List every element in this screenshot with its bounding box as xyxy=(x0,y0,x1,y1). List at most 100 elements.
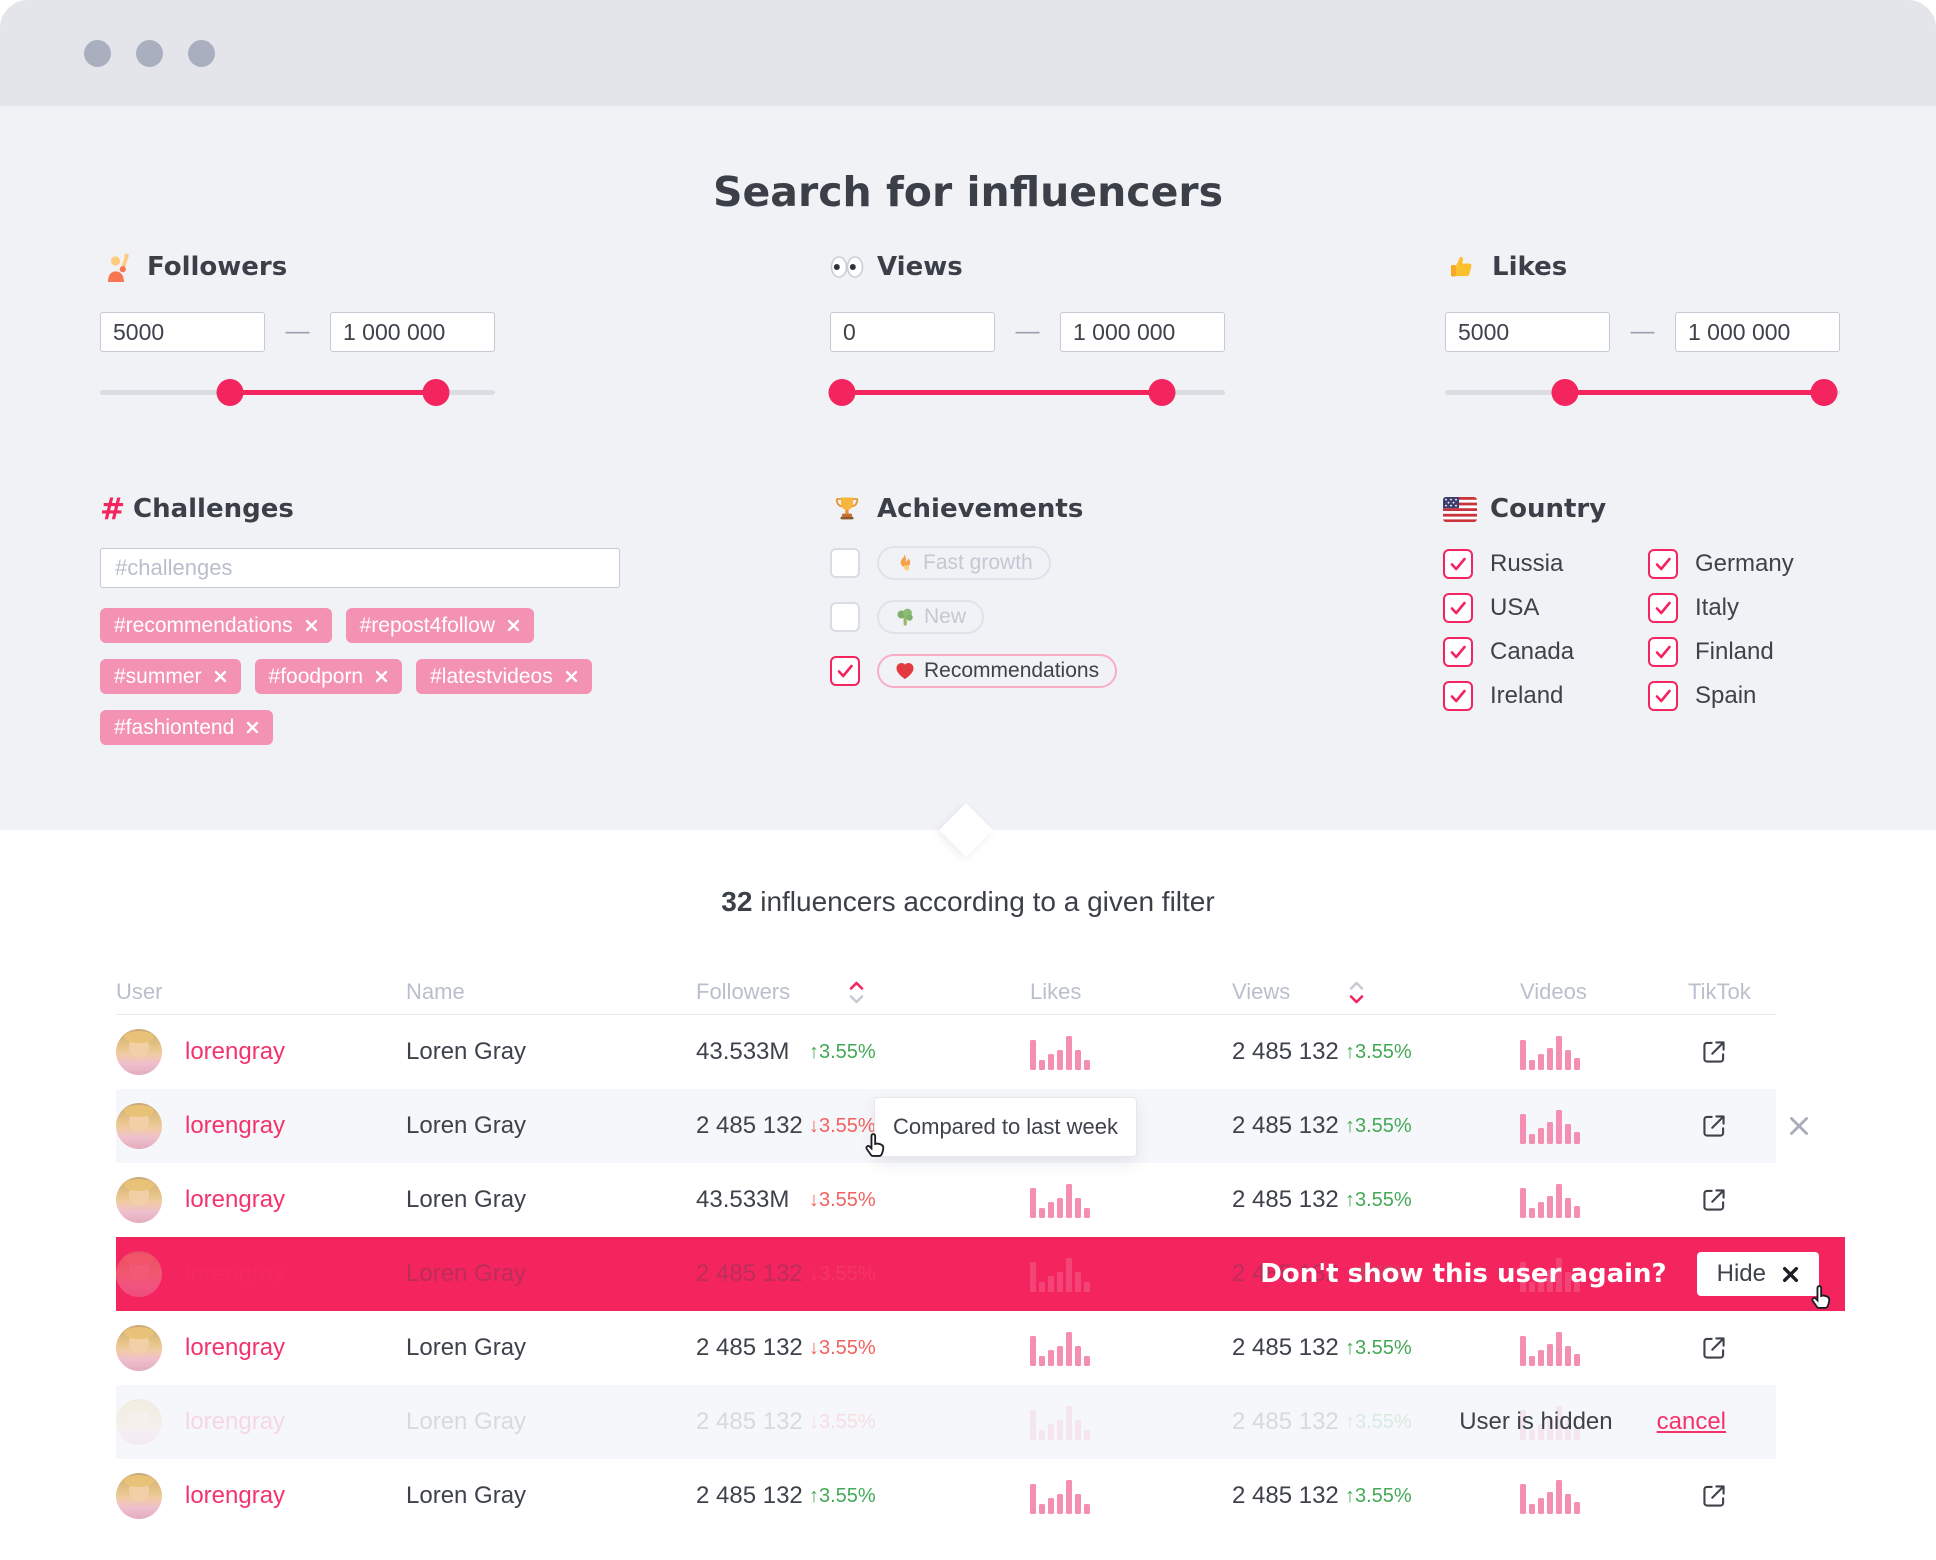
slider-handle-max[interactable] xyxy=(422,379,450,406)
remove-tag-button[interactable] xyxy=(214,670,227,683)
tiktok-link[interactable] xyxy=(1700,1112,1728,1140)
slider-handle-min[interactable] xyxy=(828,379,856,406)
slider-handle-max[interactable] xyxy=(1810,379,1838,406)
close-icon xyxy=(1782,1266,1799,1283)
country-checkbox[interactable] xyxy=(1443,681,1473,711)
achievement-checkbox[interactable] xyxy=(830,548,860,578)
avatar xyxy=(116,1177,162,1223)
likes-max-input[interactable] xyxy=(1675,312,1840,352)
videos-cell xyxy=(1520,1459,1688,1533)
username-link[interactable]: lorengray xyxy=(185,1260,286,1287)
followers-min-input[interactable] xyxy=(100,312,265,352)
column-header-name[interactable]: Name xyxy=(406,979,696,1005)
country-checkbox[interactable] xyxy=(1443,549,1473,579)
achievement-badge-label: New xyxy=(924,605,967,628)
column-header-label: Videos xyxy=(1520,979,1587,1004)
window-control-dot[interactable] xyxy=(188,39,215,67)
likes-cell xyxy=(1030,1311,1232,1385)
videos-sparkline xyxy=(1520,1256,1580,1292)
tiktok-link[interactable] xyxy=(1700,1482,1728,1510)
videos-cell xyxy=(1520,1385,1688,1459)
country-checkbox[interactable] xyxy=(1648,549,1678,579)
achievement-checkbox[interactable] xyxy=(830,656,860,686)
country-option-label: Russia xyxy=(1490,550,1564,577)
likes-slider[interactable] xyxy=(1445,379,1840,406)
views-slider[interactable] xyxy=(828,379,1225,406)
username-link[interactable]: lorengray xyxy=(185,1186,286,1213)
name-text: Loren Gray xyxy=(406,1186,527,1213)
user-cell: lorengray xyxy=(116,1089,406,1163)
views-cell: 2 485 132 ↑3.55% xyxy=(1232,1237,1520,1311)
username-link[interactable]: lorengray xyxy=(185,1334,286,1361)
remove-tag-button[interactable] xyxy=(375,670,388,683)
avatar xyxy=(116,1399,162,1445)
achievement-badge[interactable]: New xyxy=(877,600,985,634)
views-value: 2 485 132 xyxy=(1232,1334,1339,1361)
hide-button[interactable]: Hide xyxy=(1696,1252,1819,1296)
challenges-label: # Challenges xyxy=(100,491,294,527)
country-checkbox[interactable] xyxy=(1443,593,1473,623)
flame-icon xyxy=(895,552,914,574)
likes-sparkline xyxy=(1030,1256,1090,1292)
achievement-badge[interactable]: Recommendations xyxy=(877,654,1118,688)
slider-handle-min[interactable] xyxy=(216,379,244,406)
followers-cell: 2 485 132 ↓3.55% xyxy=(696,1089,1030,1163)
column-header-videos[interactable]: Videos xyxy=(1520,979,1688,1005)
likes-min-input[interactable] xyxy=(1445,312,1610,352)
username-link[interactable]: lorengray xyxy=(185,1408,286,1435)
tiktok-link[interactable] xyxy=(1700,1186,1728,1214)
username-link[interactable]: lorengray xyxy=(185,1038,286,1065)
country-checkbox[interactable] xyxy=(1648,637,1678,667)
column-header-views[interactable]: Views xyxy=(1232,979,1520,1006)
name-text: Loren Gray xyxy=(406,1260,527,1287)
row-close-button[interactable] xyxy=(1788,1089,1810,1163)
views-value: 2 485 132 xyxy=(1232,1038,1339,1065)
column-header-followers[interactable]: Followers xyxy=(696,979,1030,1006)
remove-tag-button[interactable] xyxy=(507,619,520,632)
achievement-checkbox[interactable] xyxy=(830,602,860,632)
followers-max-input[interactable] xyxy=(330,312,495,352)
column-header-likes[interactable]: Likes xyxy=(1030,979,1232,1005)
country-checkbox[interactable] xyxy=(1648,593,1678,623)
cancel-link[interactable]: cancel xyxy=(1656,1408,1726,1435)
country-option-label: Italy xyxy=(1695,594,1740,621)
challenge-tag-label: #recommendations xyxy=(114,613,293,637)
slider-handle-min[interactable] xyxy=(1551,379,1579,406)
username-link[interactable]: lorengray xyxy=(185,1482,286,1509)
followers-slider[interactable] xyxy=(100,379,495,406)
views-min-input[interactable] xyxy=(830,312,995,352)
column-header-label: Followers xyxy=(696,979,791,1004)
name-text: Loren Gray xyxy=(406,1038,527,1065)
sort-toggle[interactable] xyxy=(1348,979,1365,1006)
challenges-input[interactable] xyxy=(100,548,620,588)
country-checkbox[interactable] xyxy=(1443,637,1473,667)
achievement-option: Fast growth xyxy=(830,546,1117,580)
views-cell: 2 485 132 ↑3.55% xyxy=(1232,1089,1520,1163)
videos-cell xyxy=(1520,1015,1688,1089)
remove-tag-button[interactable] xyxy=(565,670,578,683)
views-value: 2 485 132 xyxy=(1232,1408,1339,1435)
remove-tag-button[interactable] xyxy=(305,619,318,632)
views-max-input[interactable] xyxy=(1060,312,1225,352)
views-cell: 2 485 132 ↑3.55% xyxy=(1232,1311,1520,1385)
country-option-label: Germany xyxy=(1695,550,1794,577)
tiktok-cell xyxy=(1688,1015,1776,1089)
country-option-label: Spain xyxy=(1695,682,1757,709)
tiktok-link[interactable] xyxy=(1700,1334,1728,1362)
filter-achievements: Achievements Fast growth New Recommendatio… xyxy=(830,492,1118,688)
window-control-dot[interactable] xyxy=(84,39,111,67)
avatar xyxy=(116,1251,162,1297)
sort-toggle[interactable] xyxy=(848,979,865,1006)
range-dash: — xyxy=(285,318,310,345)
window-control-dot[interactable] xyxy=(136,39,163,67)
tiktok-link[interactable] xyxy=(1700,1038,1728,1066)
results-section: 32 influencers according to a given filt… xyxy=(0,830,1936,1560)
column-header-user[interactable]: User xyxy=(116,979,406,1005)
country-option: Finland xyxy=(1648,637,1853,667)
slider-handle-max[interactable] xyxy=(1148,379,1176,406)
achievement-badge[interactable]: Fast growth xyxy=(877,546,1051,580)
username-link[interactable]: lorengray xyxy=(185,1112,286,1139)
country-checkbox[interactable] xyxy=(1648,681,1678,711)
remove-tag-button[interactable] xyxy=(246,721,259,734)
column-header-tiktok[interactable]: TikTok xyxy=(1688,979,1776,1005)
